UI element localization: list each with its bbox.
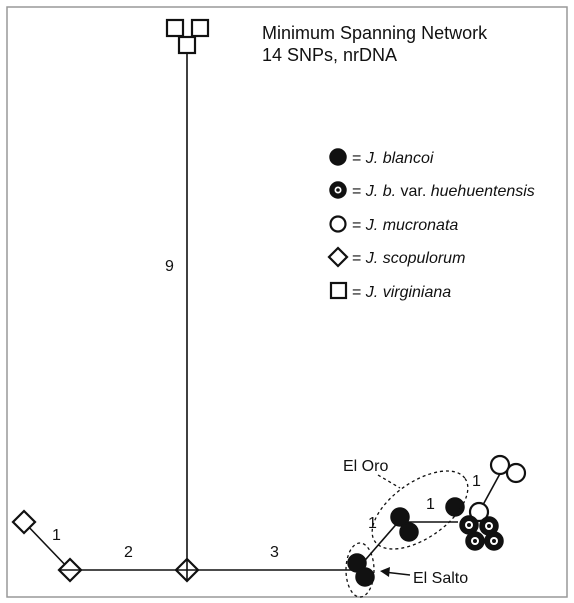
edges (23, 52, 503, 571)
legend-text: = (352, 150, 366, 167)
legend-text: = (352, 217, 366, 234)
edge-label: 2 (124, 544, 133, 561)
legend-text: = (352, 183, 366, 200)
legend-text: huehuentensis (431, 183, 535, 200)
edge-label: 1 (472, 473, 481, 490)
site-label: El Salto (413, 570, 468, 587)
legend-symbols (327, 148, 349, 300)
legend-text: J. scopulorum (365, 250, 466, 267)
legend-text: var. (396, 183, 431, 200)
legend-text: J. mucronata (365, 217, 459, 234)
edge-label: 1 (426, 496, 435, 513)
legend-entry: = J. virginiana (352, 284, 451, 301)
subtitle: 14 SNPs, nrDNA (262, 45, 397, 65)
edge-label: 1 (368, 515, 377, 532)
legend: = J. blancoi= J. b. var. huehuentensis= … (352, 150, 535, 301)
frame (6, 6, 568, 598)
mucronata-nodes (468, 454, 527, 523)
virginiana-nodes (165, 18, 210, 55)
title: Minimum Spanning Network (262, 23, 488, 43)
legend-entry: = J. scopulorum (352, 250, 465, 267)
blancoi-nodes (347, 497, 465, 587)
el-salto-outline (345, 542, 375, 598)
scopulorum-nodes (11, 509, 200, 583)
edge-label: 1 (52, 527, 61, 544)
huehuentensis-nodes (459, 515, 504, 551)
legend-text: J. blancoi (365, 150, 434, 167)
legend-text: = (352, 284, 366, 301)
el-salto-arrowhead (380, 567, 390, 577)
legend-entry: = J. blancoi (352, 150, 434, 167)
legend-entry: = J. b. var. huehuentensis (352, 183, 535, 200)
legend-entry: = J. mucronata (352, 217, 458, 234)
site-label: El Oro (343, 458, 388, 475)
legend-text: = (352, 250, 366, 267)
edge-label: 9 (165, 258, 174, 275)
legend-text: J. virginiana (365, 284, 451, 301)
el-oro-outline (371, 470, 469, 550)
edge-label: 3 (270, 544, 279, 561)
el-oro-pointer (377, 474, 401, 489)
legend-text: J. b. (365, 183, 396, 200)
